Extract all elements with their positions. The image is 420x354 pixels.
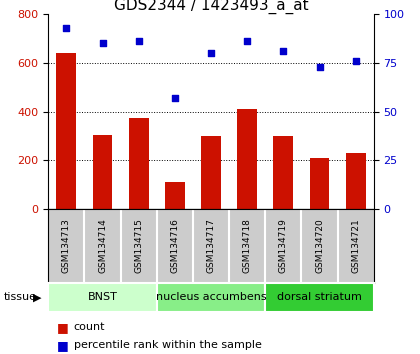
Bar — [129, 118, 149, 209]
Point — [244, 39, 251, 44]
Point — [352, 58, 359, 64]
Point — [280, 48, 287, 54]
Bar — [48, 283, 157, 312]
Text: count: count — [74, 322, 105, 332]
Point — [99, 41, 106, 46]
Point — [63, 25, 70, 31]
Text: ■: ■ — [57, 321, 68, 334]
Bar — [273, 136, 293, 209]
Point — [208, 50, 215, 56]
Text: BNST: BNST — [88, 292, 118, 302]
Text: GSM134715: GSM134715 — [134, 218, 143, 274]
Title: GDS2344 / 1423493_a_at: GDS2344 / 1423493_a_at — [114, 0, 308, 14]
Text: dorsal striatum: dorsal striatum — [277, 292, 362, 302]
Text: GSM134714: GSM134714 — [98, 219, 107, 273]
Text: ▶: ▶ — [33, 292, 41, 302]
Text: GSM134719: GSM134719 — [279, 218, 288, 274]
Text: GSM134720: GSM134720 — [315, 219, 324, 273]
Bar — [265, 283, 374, 312]
Point — [135, 39, 142, 44]
Bar — [310, 158, 330, 209]
Text: GSM134717: GSM134717 — [207, 218, 215, 274]
Text: nucleus accumbens: nucleus accumbens — [156, 292, 266, 302]
Point — [316, 64, 323, 70]
Bar — [237, 109, 257, 209]
Bar — [165, 182, 185, 209]
Point — [171, 95, 178, 101]
Bar — [201, 136, 221, 209]
Text: tissue: tissue — [4, 292, 37, 302]
Bar — [56, 53, 76, 209]
Text: GSM134721: GSM134721 — [351, 219, 360, 273]
Text: GSM134713: GSM134713 — [62, 218, 71, 274]
Text: ■: ■ — [57, 339, 68, 352]
Bar — [92, 135, 113, 209]
Bar — [346, 153, 366, 209]
Text: percentile rank within the sample: percentile rank within the sample — [74, 340, 261, 350]
Text: GSM134716: GSM134716 — [171, 218, 179, 274]
Text: GSM134718: GSM134718 — [243, 218, 252, 274]
Bar — [157, 283, 265, 312]
